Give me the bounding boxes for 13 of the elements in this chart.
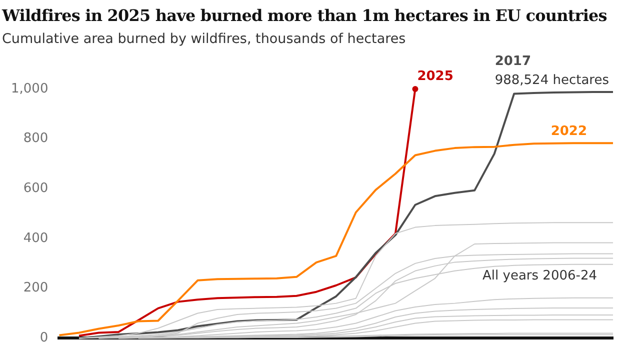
y-tick-label: 1,000 <box>11 81 48 96</box>
series-label: 2017 <box>494 54 532 69</box>
y-tick-label: 0 <box>40 330 48 346</box>
series-label: 2022 <box>550 124 587 139</box>
annotation: 988,524 hectares <box>494 72 610 88</box>
y-tick-label: 600 <box>23 181 48 196</box>
series-label: 2025 <box>417 68 454 84</box>
y-tick-label: 800 <box>23 131 48 146</box>
chart-subtitle: Cumulative area burned by wildfires, thousands of hectares <box>2 31 407 47</box>
y-tick-label: 400 <box>23 230 48 246</box>
chart-title: Wildfires in 2025 have burned more than 1m hectares in EU countries <box>2 6 608 25</box>
annotation: All years 2006-24 <box>482 268 597 284</box>
y-tick-label: 200 <box>23 280 48 296</box>
